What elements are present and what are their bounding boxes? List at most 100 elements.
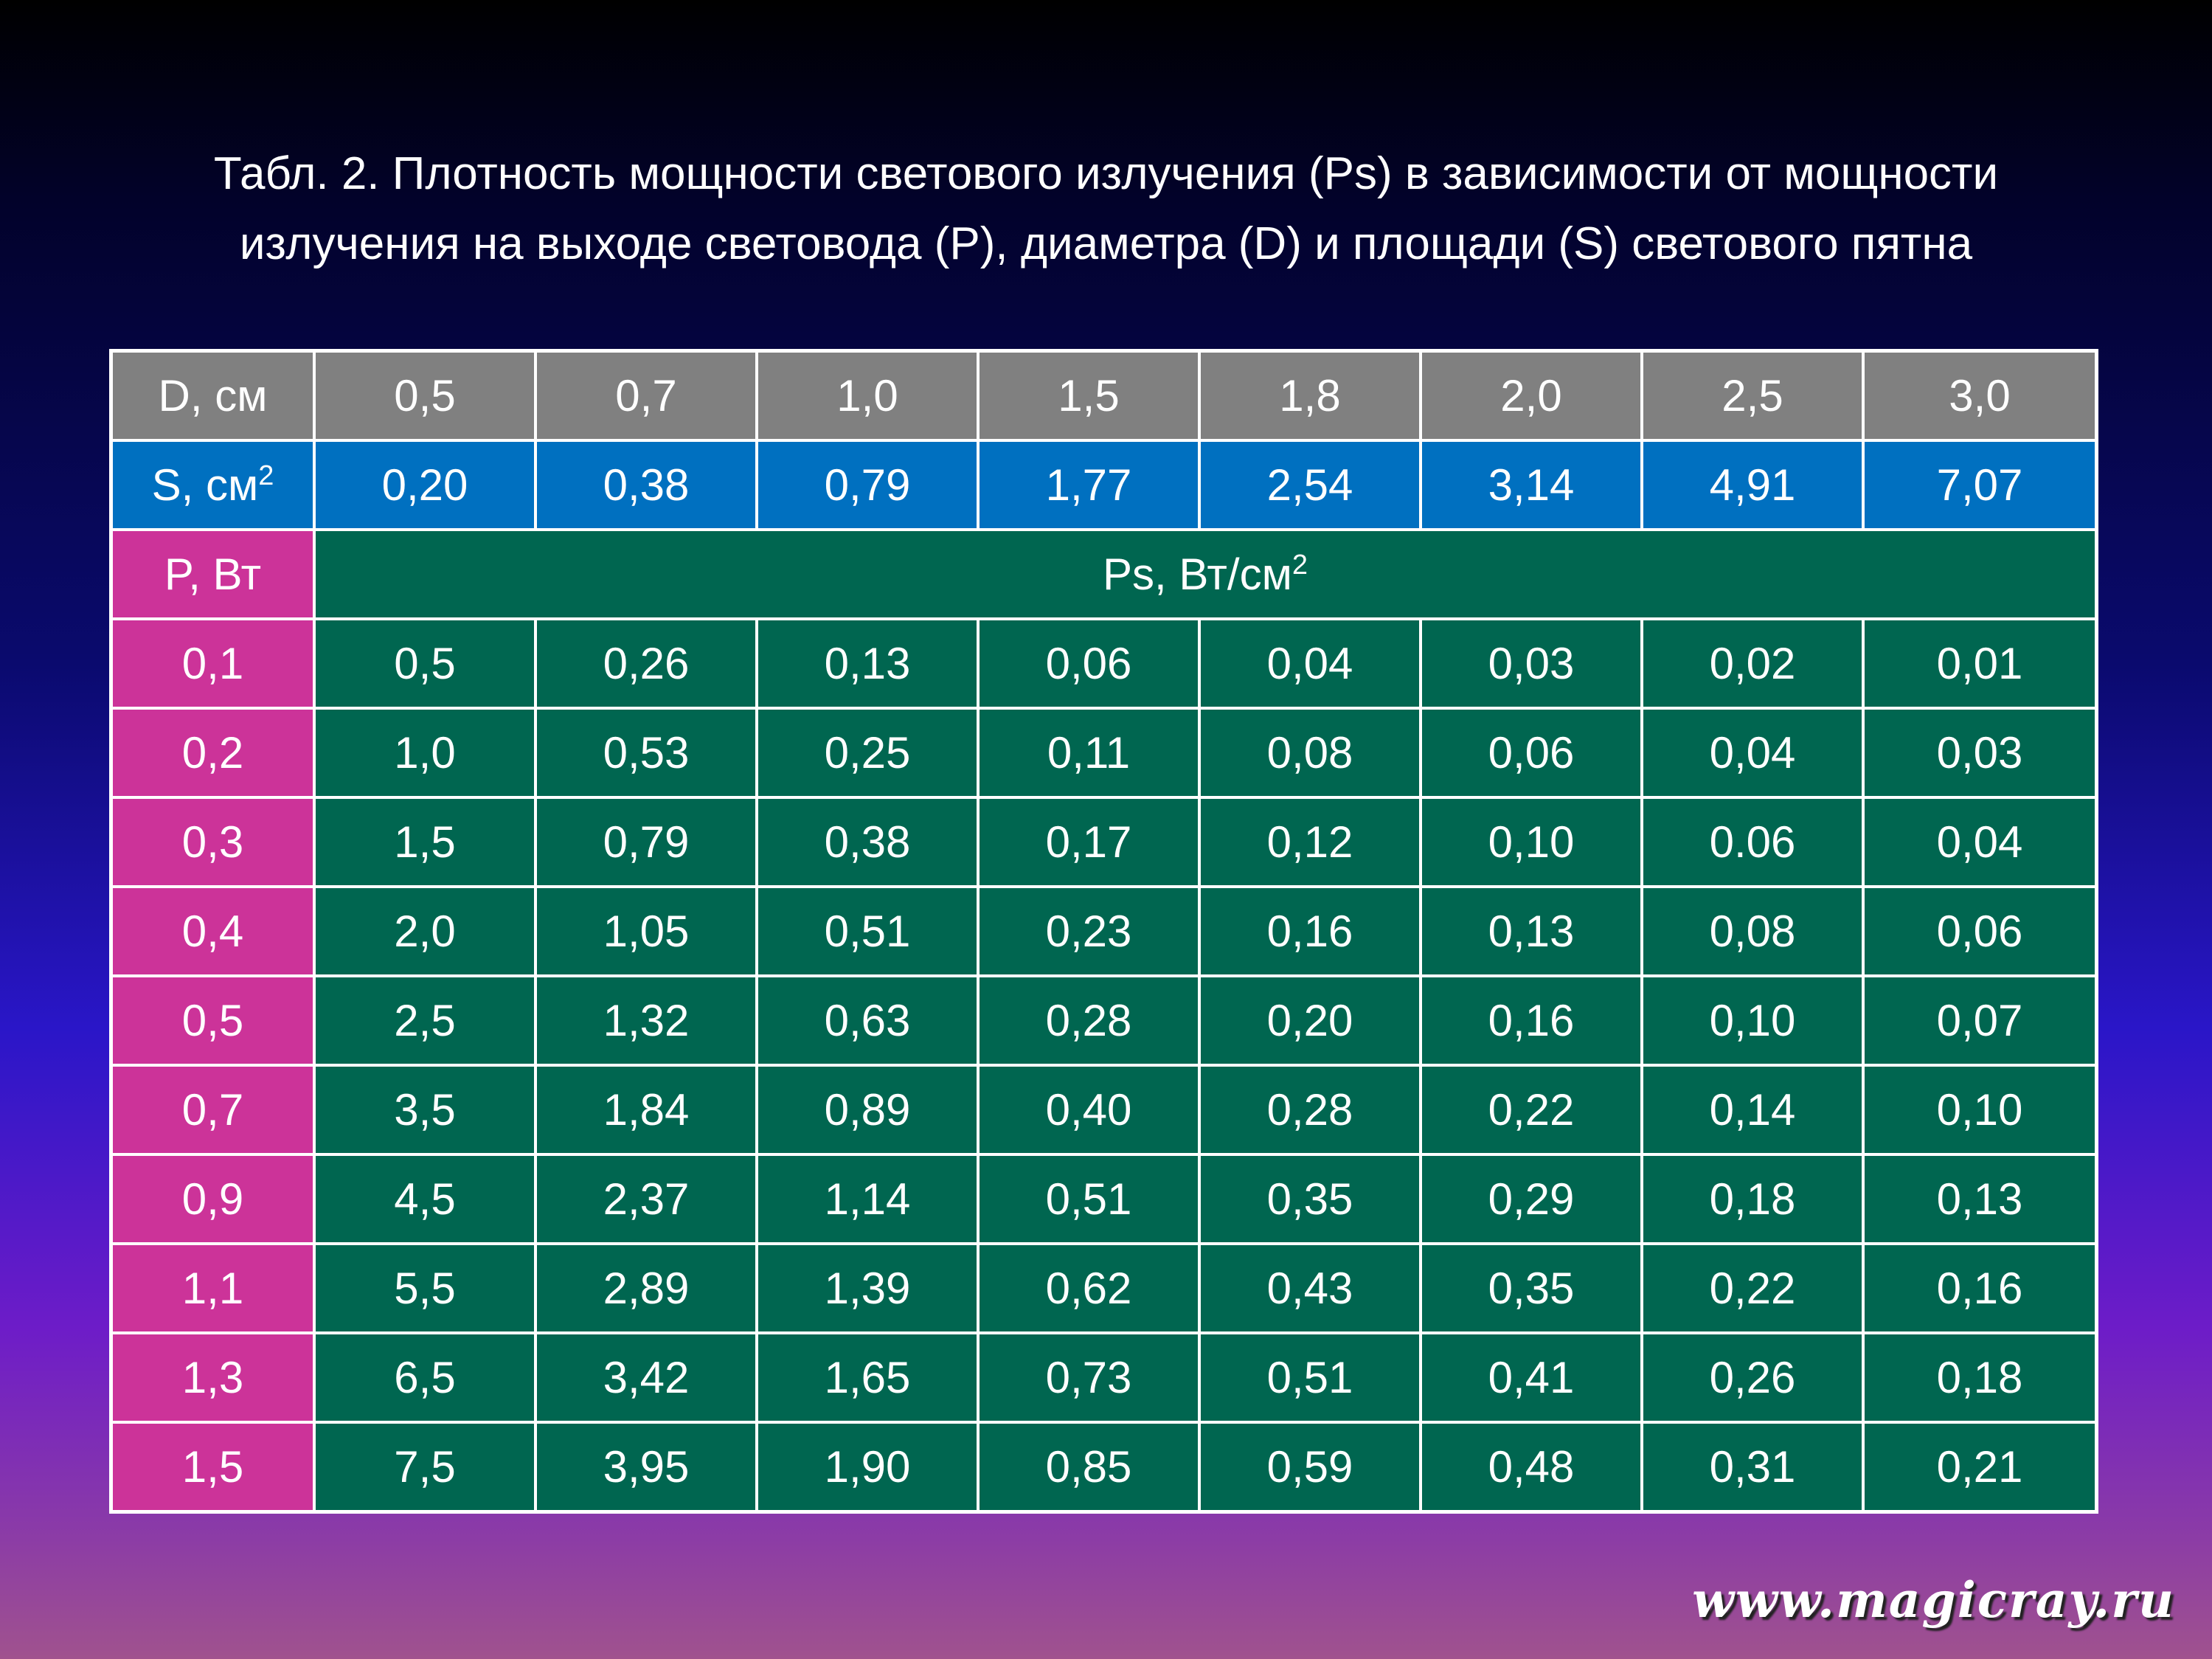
area-cell: 1,77 bbox=[977, 439, 1201, 531]
power-density-cell: 0,18 bbox=[1862, 1331, 2098, 1424]
area-cell: 2,54 bbox=[1198, 439, 1422, 531]
power-density-cell: 0,35 bbox=[1198, 1153, 1422, 1245]
power-density-cell: 0,29 bbox=[1419, 1153, 1643, 1245]
power-density-cell: 5,5 bbox=[313, 1242, 537, 1334]
table-row: 0,9 4,5 2,37 1,14 0,51 0,35 0,29 0,18 0,13 bbox=[109, 1153, 2098, 1245]
diameter-cell: 1,0 bbox=[755, 349, 980, 442]
power-density-cell: 0,28 bbox=[1198, 1064, 1422, 1156]
power-density-cell: 0,17 bbox=[977, 796, 1201, 888]
power-cell: 0,2 bbox=[109, 707, 316, 799]
power-header-row: P, Вт Ps, Вт/см2 bbox=[109, 528, 2098, 620]
power-density-cell: 0,03 bbox=[1419, 617, 1643, 710]
power-density-cell: 3,42 bbox=[534, 1331, 758, 1424]
area-header-text: S, см bbox=[151, 460, 259, 510]
power-density-cell: 0,31 bbox=[1640, 1421, 1865, 1514]
power-density-cell: 7,5 bbox=[313, 1421, 537, 1514]
power-density-cell: 1,65 bbox=[755, 1331, 980, 1424]
power-density-cell: 0,40 bbox=[977, 1064, 1201, 1156]
diameter-cell: 2,5 bbox=[1640, 349, 1865, 442]
website-url: www.magicray.ru bbox=[1692, 1571, 2175, 1629]
power-density-cell: 1,32 bbox=[534, 974, 758, 1067]
power-density-header-text: Ps, Вт/см bbox=[1103, 550, 1292, 599]
power-density-cell: 0,07 bbox=[1862, 974, 2098, 1067]
power-density-cell: 0,16 bbox=[1419, 974, 1643, 1067]
power-density-cell: 0,89 bbox=[755, 1064, 980, 1156]
power-density-cell: 0,48 bbox=[1419, 1421, 1643, 1514]
power-density-cell: 0,10 bbox=[1419, 796, 1643, 888]
table-row: 0,4 2,0 1,05 0,51 0,23 0,16 0,13 0,08 0,06 bbox=[109, 885, 2098, 977]
power-density-cell: 0,08 bbox=[1640, 885, 1865, 977]
power-density-cell: 0,10 bbox=[1862, 1064, 2098, 1156]
power-density-cell: 6,5 bbox=[313, 1331, 537, 1424]
power-density-cell: 0,62 bbox=[977, 1242, 1201, 1334]
power-density-cell: 0,13 bbox=[755, 617, 980, 710]
power-density-cell: 0,06 bbox=[977, 617, 1201, 710]
power-density-cell: 1,39 bbox=[755, 1242, 980, 1334]
power-density-cell: 0,06 bbox=[1862, 885, 2098, 977]
power-density-cell: 0,18 bbox=[1640, 1153, 1865, 1245]
power-cell: 0,3 bbox=[109, 796, 316, 888]
power-density-cell: 0,63 bbox=[755, 974, 980, 1067]
power-cell: 0,4 bbox=[109, 885, 316, 977]
area-cell: 3,14 bbox=[1419, 439, 1643, 531]
area-cell: 0,20 bbox=[313, 439, 537, 531]
power-density-cell: 0,22 bbox=[1419, 1064, 1643, 1156]
power-density-cell: 0,21 bbox=[1862, 1421, 2098, 1514]
power-density-cell: 1,14 bbox=[755, 1153, 980, 1245]
power-density-cell: 0,51 bbox=[977, 1153, 1201, 1245]
power-density-cell: 0,22 bbox=[1640, 1242, 1865, 1334]
power-density-cell: 0,20 bbox=[1198, 974, 1422, 1067]
diameter-row: D, см 0,5 0,7 1,0 1,5 1,8 2,0 2,5 3,0 bbox=[109, 349, 2098, 442]
power-cell: 1,5 bbox=[109, 1421, 316, 1514]
table-row: 1,5 7,5 3,95 1,90 0,85 0,59 0,48 0,31 0,21 bbox=[109, 1421, 2098, 1514]
diameter-cell: 0,7 bbox=[534, 349, 758, 442]
power-density-cell: 0,13 bbox=[1419, 885, 1643, 977]
power-density-cell: 0,59 bbox=[1198, 1421, 1422, 1514]
diameter-cell: 1,8 bbox=[1198, 349, 1422, 442]
table-row: 1,1 5,5 2,89 1,39 0,62 0,43 0,35 0,22 0,16 bbox=[109, 1242, 2098, 1334]
power-density-cell: 0,43 bbox=[1198, 1242, 1422, 1334]
power-density-cell: 2,89 bbox=[534, 1242, 758, 1334]
power-density-header-cell: Ps, Вт/см2 bbox=[313, 528, 2098, 620]
diameter-cell: 3,0 bbox=[1862, 349, 2098, 442]
power-density-cell: 2,37 bbox=[534, 1153, 758, 1245]
power-density-cell: 0,06 bbox=[1419, 707, 1643, 799]
power-cell: 1,3 bbox=[109, 1331, 316, 1424]
power-density-cell: 0,35 bbox=[1419, 1242, 1643, 1334]
area-cell: 4,91 bbox=[1640, 439, 1865, 531]
diameter-cell: 0,5 bbox=[313, 349, 537, 442]
power-density-cell: 3,5 bbox=[313, 1064, 537, 1156]
power-density-cell: 1,84 bbox=[534, 1064, 758, 1156]
area-header-cell: S, см2 bbox=[109, 439, 316, 531]
power-header-cell: P, Вт bbox=[109, 528, 316, 620]
table-row: 0,7 3,5 1,84 0,89 0,40 0,28 0,22 0,14 0,10 bbox=[109, 1064, 2098, 1156]
power-density-table: D, см 0,5 0,7 1,0 1,5 1,8 2,0 2,5 3,0 S,… bbox=[109, 349, 2098, 1514]
table-row: 1,3 6,5 3,42 1,65 0,73 0,51 0,41 0,26 0,18 bbox=[109, 1331, 2098, 1424]
power-density-cell: 0,53 bbox=[534, 707, 758, 799]
power-density-cell: 2,0 bbox=[313, 885, 537, 977]
area-cell: 0,38 bbox=[534, 439, 758, 531]
power-density-cell: 0,11 bbox=[977, 707, 1201, 799]
power-density-cell: 0,04 bbox=[1862, 796, 2098, 888]
power-density-cell: 0,41 bbox=[1419, 1331, 1643, 1424]
slide-title: Табл. 2. Плотность мощности светового из… bbox=[0, 139, 2212, 279]
power-density-cell: 0,14 bbox=[1640, 1064, 1865, 1156]
power-density-cell: 0,16 bbox=[1198, 885, 1422, 977]
power-density-cell: 0,12 bbox=[1198, 796, 1422, 888]
power-density-cell: 0,02 bbox=[1640, 617, 1865, 710]
area-cell: 7,07 bbox=[1862, 439, 2098, 531]
power-density-cell: 0,85 bbox=[977, 1421, 1201, 1514]
power-density-cell: 0,73 bbox=[977, 1331, 1201, 1424]
power-density-cell: 0,03 bbox=[1862, 707, 2098, 799]
area-cell: 0,79 bbox=[755, 439, 980, 531]
power-cell: 1,1 bbox=[109, 1242, 316, 1334]
power-density-cell: 0,25 bbox=[755, 707, 980, 799]
title-line-2: излучения на выходе световода (P), диаме… bbox=[239, 218, 1973, 269]
power-density-cell: 2,5 bbox=[313, 974, 537, 1067]
power-density-cell: 0,26 bbox=[1640, 1331, 1865, 1424]
power-cell: 0,5 bbox=[109, 974, 316, 1067]
power-density-cell: 0,38 bbox=[755, 796, 980, 888]
table-row: 0,3 1,5 0,79 0,38 0,17 0,12 0,10 0.06 0,04 bbox=[109, 796, 2098, 888]
power-density-cell: 0,16 bbox=[1862, 1242, 2098, 1334]
power-density-cell: 0,10 bbox=[1640, 974, 1865, 1067]
